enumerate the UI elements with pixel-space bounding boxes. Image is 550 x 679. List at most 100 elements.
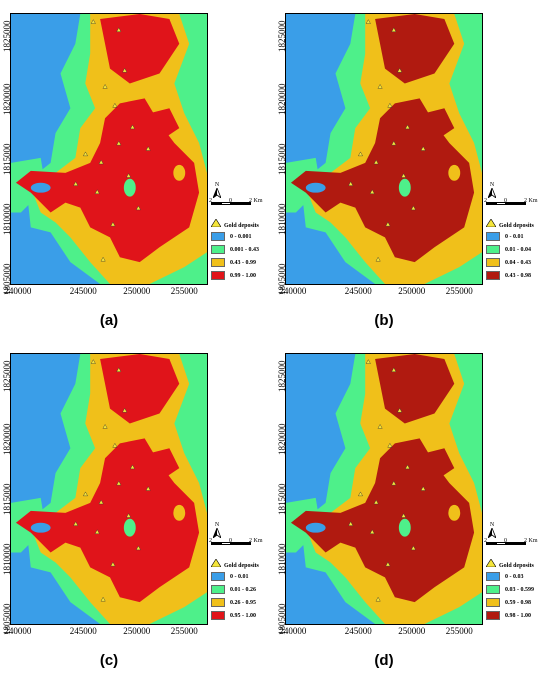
- legend-swatch: [211, 258, 225, 267]
- legend-title: Gold deposits: [486, 559, 534, 570]
- scale-label-right: 2 Km: [249, 538, 263, 544]
- gold-deposit-marker: [405, 124, 411, 130]
- legend-item: 0.26 - 0.95: [211, 598, 256, 608]
- gold-deposit-marker: [98, 159, 104, 165]
- legend-label: 0.99 - 1.00: [230, 272, 256, 279]
- legend-swatch: [211, 585, 225, 594]
- scale-label-left: 2: [484, 198, 487, 204]
- gold-deposit-icon: [486, 219, 496, 227]
- gold-deposit-marker: [391, 367, 397, 372]
- legend-swatch: [211, 611, 225, 620]
- gold-deposit-marker: [122, 407, 128, 413]
- y-tick-label: 1815000: [2, 483, 12, 515]
- x-tick-label: 255000: [170, 626, 198, 636]
- legend-title: Gold deposits: [486, 219, 534, 230]
- y-tick-label: 1810000: [277, 203, 287, 235]
- gold-deposit-marker: [130, 124, 136, 130]
- gold-deposit-marker: [391, 140, 397, 146]
- scale-label-left: 2: [484, 538, 487, 544]
- legend-label: 0 - 0.01: [505, 233, 524, 240]
- gold-deposit-marker: [98, 499, 104, 505]
- north-arrow-icon: [213, 528, 221, 538]
- north-arrow: N: [211, 522, 223, 538]
- gold-deposit-marker: [365, 359, 371, 364]
- north-label: N: [489, 182, 495, 188]
- legend-title-text: Gold deposits: [499, 563, 534, 569]
- north-arrow-icon: [488, 188, 496, 198]
- gold-deposit-marker: [401, 173, 407, 178]
- gold-deposit-marker: [369, 529, 375, 534]
- scale-label-right: 2 Km: [249, 198, 263, 204]
- gold-deposit-marker: [94, 529, 100, 534]
- gold-deposit-marker: [116, 27, 122, 32]
- map-panel-c: 1825000 1820000 1815000 1810000 1805000 24000…: [0, 340, 275, 679]
- prospectivity-map: [285, 13, 483, 285]
- gold-deposit-marker: [365, 19, 371, 24]
- gold-deposit-marker: [110, 561, 116, 567]
- y-tick-label: 1815000: [277, 143, 287, 175]
- north-label: N: [489, 522, 495, 528]
- gold-deposit-marker: [130, 464, 136, 470]
- gold-deposit-marker: [100, 256, 106, 262]
- x-tick-label: 255000: [445, 626, 473, 636]
- gold-deposit-marker: [401, 513, 407, 518]
- gold-deposit-marker: [391, 27, 397, 32]
- y-tick-label: 1820000: [277, 423, 287, 456]
- gold-deposit-icon: [486, 559, 496, 567]
- gold-deposit-marker: [357, 491, 363, 497]
- gold-deposit-marker: [357, 151, 363, 157]
- scale-label-mid: 0: [229, 538, 232, 544]
- gold-deposit-marker: [397, 67, 403, 73]
- legend-swatch: [486, 598, 500, 607]
- gold-deposit-marker: [369, 189, 375, 194]
- gold-deposit-marker: [126, 513, 132, 518]
- y-tick-label: 1810000: [2, 543, 12, 575]
- panel-caption: (b): [374, 312, 394, 329]
- panel-caption: (d): [374, 652, 394, 669]
- legend-item: 0.98 - 1.00: [486, 611, 531, 621]
- gold-deposit-marker: [375, 256, 381, 262]
- gold-deposit-marker: [73, 521, 79, 526]
- scale-bar: [486, 542, 526, 546]
- gold-deposit-marker: [377, 424, 383, 429]
- scale-label-right: 2 Km: [524, 198, 538, 204]
- legend-label: 0.98 - 1.00: [505, 612, 531, 619]
- gold-deposit-marker: [385, 561, 391, 567]
- gold-deposit-marker: [387, 442, 393, 448]
- gold-deposit-marker: [348, 521, 354, 526]
- gold-deposit-marker: [94, 189, 100, 194]
- legend-item: 0.01 - 0.04: [486, 245, 531, 255]
- scale-label-mid: 0: [504, 538, 507, 544]
- y-tick-label: 1815000: [277, 483, 287, 515]
- north-label: N: [214, 182, 220, 188]
- x-tick-label: 240000: [279, 286, 307, 296]
- gold-deposit-marker: [391, 480, 397, 486]
- legend-item: 0 - 0.01: [211, 572, 249, 582]
- gold-deposit-marker: [82, 491, 88, 497]
- scale-bar: [211, 202, 251, 206]
- legend-label: 0 - 0.001: [230, 233, 252, 240]
- gold-deposit-marker: [122, 67, 128, 73]
- legend-label: 0 - 0.03: [505, 573, 524, 580]
- legend-label: 0.43 - 0.99: [230, 259, 256, 266]
- legend-label: 0 - 0.01: [230, 573, 249, 580]
- x-tick-label: 240000: [4, 626, 32, 636]
- legend-label: 0.01 - 0.04: [505, 246, 531, 253]
- gold-deposit-marker: [377, 84, 383, 89]
- legend-label: 0.03 - 0.599: [505, 586, 534, 593]
- legend-item: 0.001 - 0.43: [211, 245, 259, 255]
- gold-deposit-marker: [385, 221, 391, 227]
- legend-item: 0 - 0.03: [486, 572, 524, 582]
- x-tick-label: 255000: [445, 286, 473, 296]
- legend-item: 0.99 - 1.00: [211, 271, 256, 281]
- gold-deposit-marker: [102, 424, 108, 429]
- gold-deposit-marker: [373, 499, 379, 505]
- y-tick-label: 1825000: [277, 360, 287, 393]
- gold-deposit-marker: [420, 486, 426, 491]
- legend-item: 0.95 - 1.00: [211, 611, 256, 621]
- gold-deposit-marker: [116, 367, 122, 372]
- legend-swatch: [486, 271, 500, 280]
- legend-title: Gold deposits: [211, 559, 259, 570]
- legend-label: 0.001 - 0.43: [230, 246, 259, 253]
- legend-swatch: [211, 572, 225, 581]
